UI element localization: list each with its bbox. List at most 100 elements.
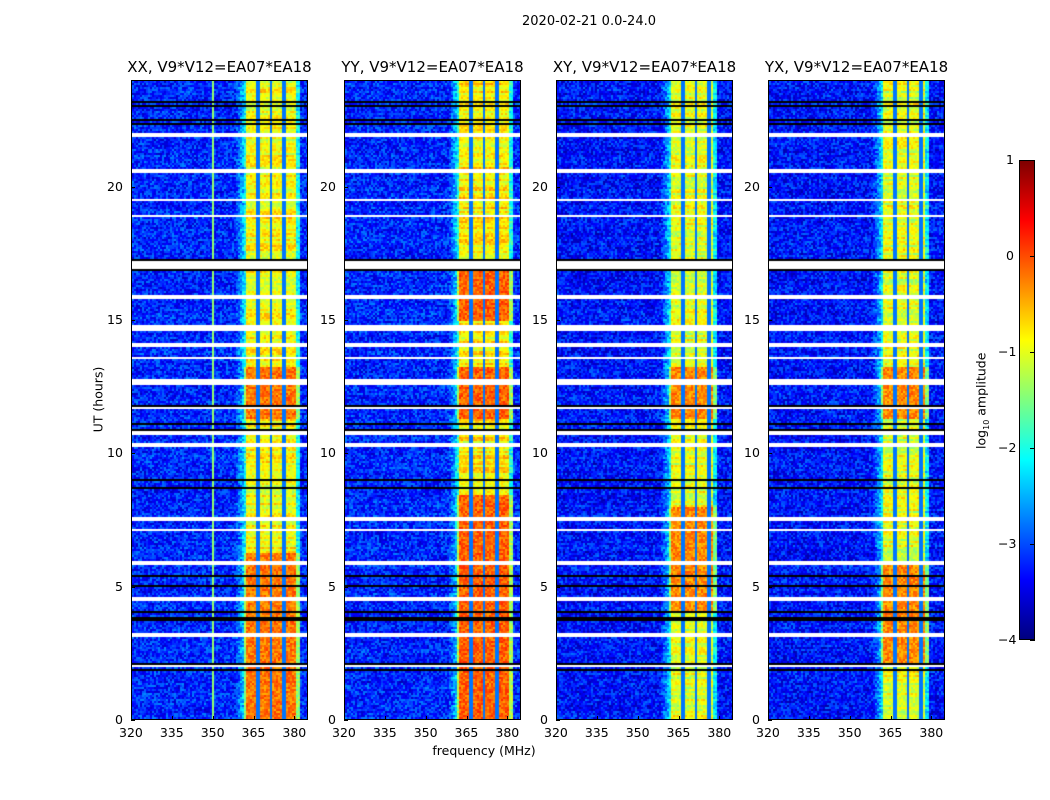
y-tick xyxy=(768,453,772,455)
x-tick xyxy=(678,716,680,720)
y-tick xyxy=(556,453,560,455)
y-tick-label: 15 xyxy=(320,312,336,327)
y-tick xyxy=(556,320,560,321)
y-tick-label: 0 xyxy=(328,712,336,727)
y-tick-label: 20 xyxy=(744,178,760,194)
x-tick xyxy=(131,716,132,720)
colorbar-tick-label: −2 xyxy=(998,440,1017,455)
y-tick xyxy=(768,186,772,188)
x-tick xyxy=(768,716,769,720)
y-tick xyxy=(344,453,348,455)
y-tick-label: 10 xyxy=(532,445,548,461)
y-tick-label: 5 xyxy=(752,578,760,594)
x-tick xyxy=(294,716,296,720)
x-tick xyxy=(171,716,173,720)
y-tick xyxy=(344,586,348,588)
colorbar-tick xyxy=(1030,352,1035,353)
panel-title: XX, V9*V12=EA07*EA18 xyxy=(127,58,312,76)
x-tick xyxy=(931,716,933,720)
x-tick-label: 335 xyxy=(796,725,821,740)
x-tick-label: 380 xyxy=(919,725,944,740)
x-axis-label: frequency (MHz) xyxy=(432,743,536,758)
y-tick xyxy=(131,186,135,188)
y-tick xyxy=(131,586,135,588)
x-tick-label: 365 xyxy=(666,725,691,740)
colorbar-tick xyxy=(1030,256,1035,257)
panel-title: XY, V9*V12=EA07*EA18 xyxy=(552,58,737,76)
y-tick xyxy=(344,320,348,321)
colorbar-label-log: log xyxy=(973,429,989,449)
y-tick xyxy=(344,186,348,188)
x-tick-label: 335 xyxy=(584,725,609,740)
x-tick xyxy=(808,716,810,720)
heatmap-panel-xy xyxy=(556,80,733,720)
y-tick-label: 15 xyxy=(744,312,760,327)
x-tick-label: 320 xyxy=(544,725,568,740)
heatmap-panel-xx xyxy=(131,80,308,720)
x-tick xyxy=(344,716,345,720)
y-tick-label: 20 xyxy=(107,178,123,194)
waterfall-image xyxy=(132,81,307,719)
y-tick xyxy=(768,586,772,588)
panel-title: YY, V9*V12=EA07*EA18 xyxy=(341,58,524,76)
y-tick-label: 5 xyxy=(328,578,336,594)
x-tick-label: 320 xyxy=(332,725,356,740)
y-tick xyxy=(344,720,348,721)
heatmap-panel-yy xyxy=(344,80,521,720)
y-tick-label: 15 xyxy=(532,312,548,327)
y-tick-label: 5 xyxy=(115,578,123,594)
colorbar-label-sub: 10 xyxy=(981,419,991,430)
y-tick xyxy=(768,720,772,721)
heatmap-panel-yx xyxy=(768,80,945,720)
y-tick-label: 0 xyxy=(540,712,548,727)
x-tick xyxy=(253,716,255,720)
x-tick xyxy=(556,716,557,720)
y-tick-label: 10 xyxy=(320,445,336,461)
x-tick-label: 365 xyxy=(454,725,479,740)
colorbar-tick-label: 1 xyxy=(1006,152,1014,167)
x-tick-label: 350 xyxy=(837,725,862,740)
x-tick xyxy=(507,716,509,720)
waterfall-image xyxy=(769,81,944,719)
x-tick-label: 350 xyxy=(200,725,225,740)
colorbar-label: log10 amplitude xyxy=(973,339,991,463)
colorbar-tick xyxy=(1030,160,1035,161)
panel-title: YX, V9*V12=EA07*EA18 xyxy=(764,58,949,76)
x-tick-label: 380 xyxy=(282,725,307,740)
y-tick-label: 0 xyxy=(752,712,760,727)
y-tick-label: 15 xyxy=(107,312,123,327)
y-tick-label: 20 xyxy=(320,178,336,194)
colorbar-label-suffix: amplitude xyxy=(973,352,989,420)
x-tick-label: 320 xyxy=(119,725,143,740)
y-tick-label: 20 xyxy=(532,178,548,194)
x-tick xyxy=(596,716,598,720)
figure-title: 2020-02-21 0.0-24.0 xyxy=(522,14,656,29)
y-tick-label: 0 xyxy=(115,712,123,727)
y-tick-label: 10 xyxy=(107,445,123,461)
colorbar-tick-label: −1 xyxy=(998,344,1017,359)
y-tick xyxy=(556,586,560,588)
y-tick xyxy=(768,320,772,321)
waterfall-image xyxy=(557,81,732,719)
y-tick xyxy=(131,453,135,455)
x-tick xyxy=(719,716,721,720)
y-tick xyxy=(556,186,560,188)
colorbar xyxy=(1019,160,1035,640)
x-tick xyxy=(637,716,639,720)
x-tick xyxy=(212,716,214,720)
y-tick xyxy=(131,320,135,321)
x-tick-label: 380 xyxy=(495,725,520,740)
x-tick xyxy=(384,716,386,720)
x-tick-label: 380 xyxy=(707,725,732,740)
x-tick-label: 365 xyxy=(878,725,903,740)
y-tick xyxy=(131,720,135,721)
y-tick-label: 10 xyxy=(744,445,760,461)
y-tick xyxy=(556,720,560,721)
waterfall-image xyxy=(345,81,520,719)
colorbar-tick-label: −4 xyxy=(998,632,1017,647)
x-tick xyxy=(425,716,427,720)
x-tick-label: 350 xyxy=(625,725,650,740)
x-tick-label: 335 xyxy=(159,725,184,740)
colorbar-tick xyxy=(1030,640,1035,641)
x-tick xyxy=(466,716,468,720)
